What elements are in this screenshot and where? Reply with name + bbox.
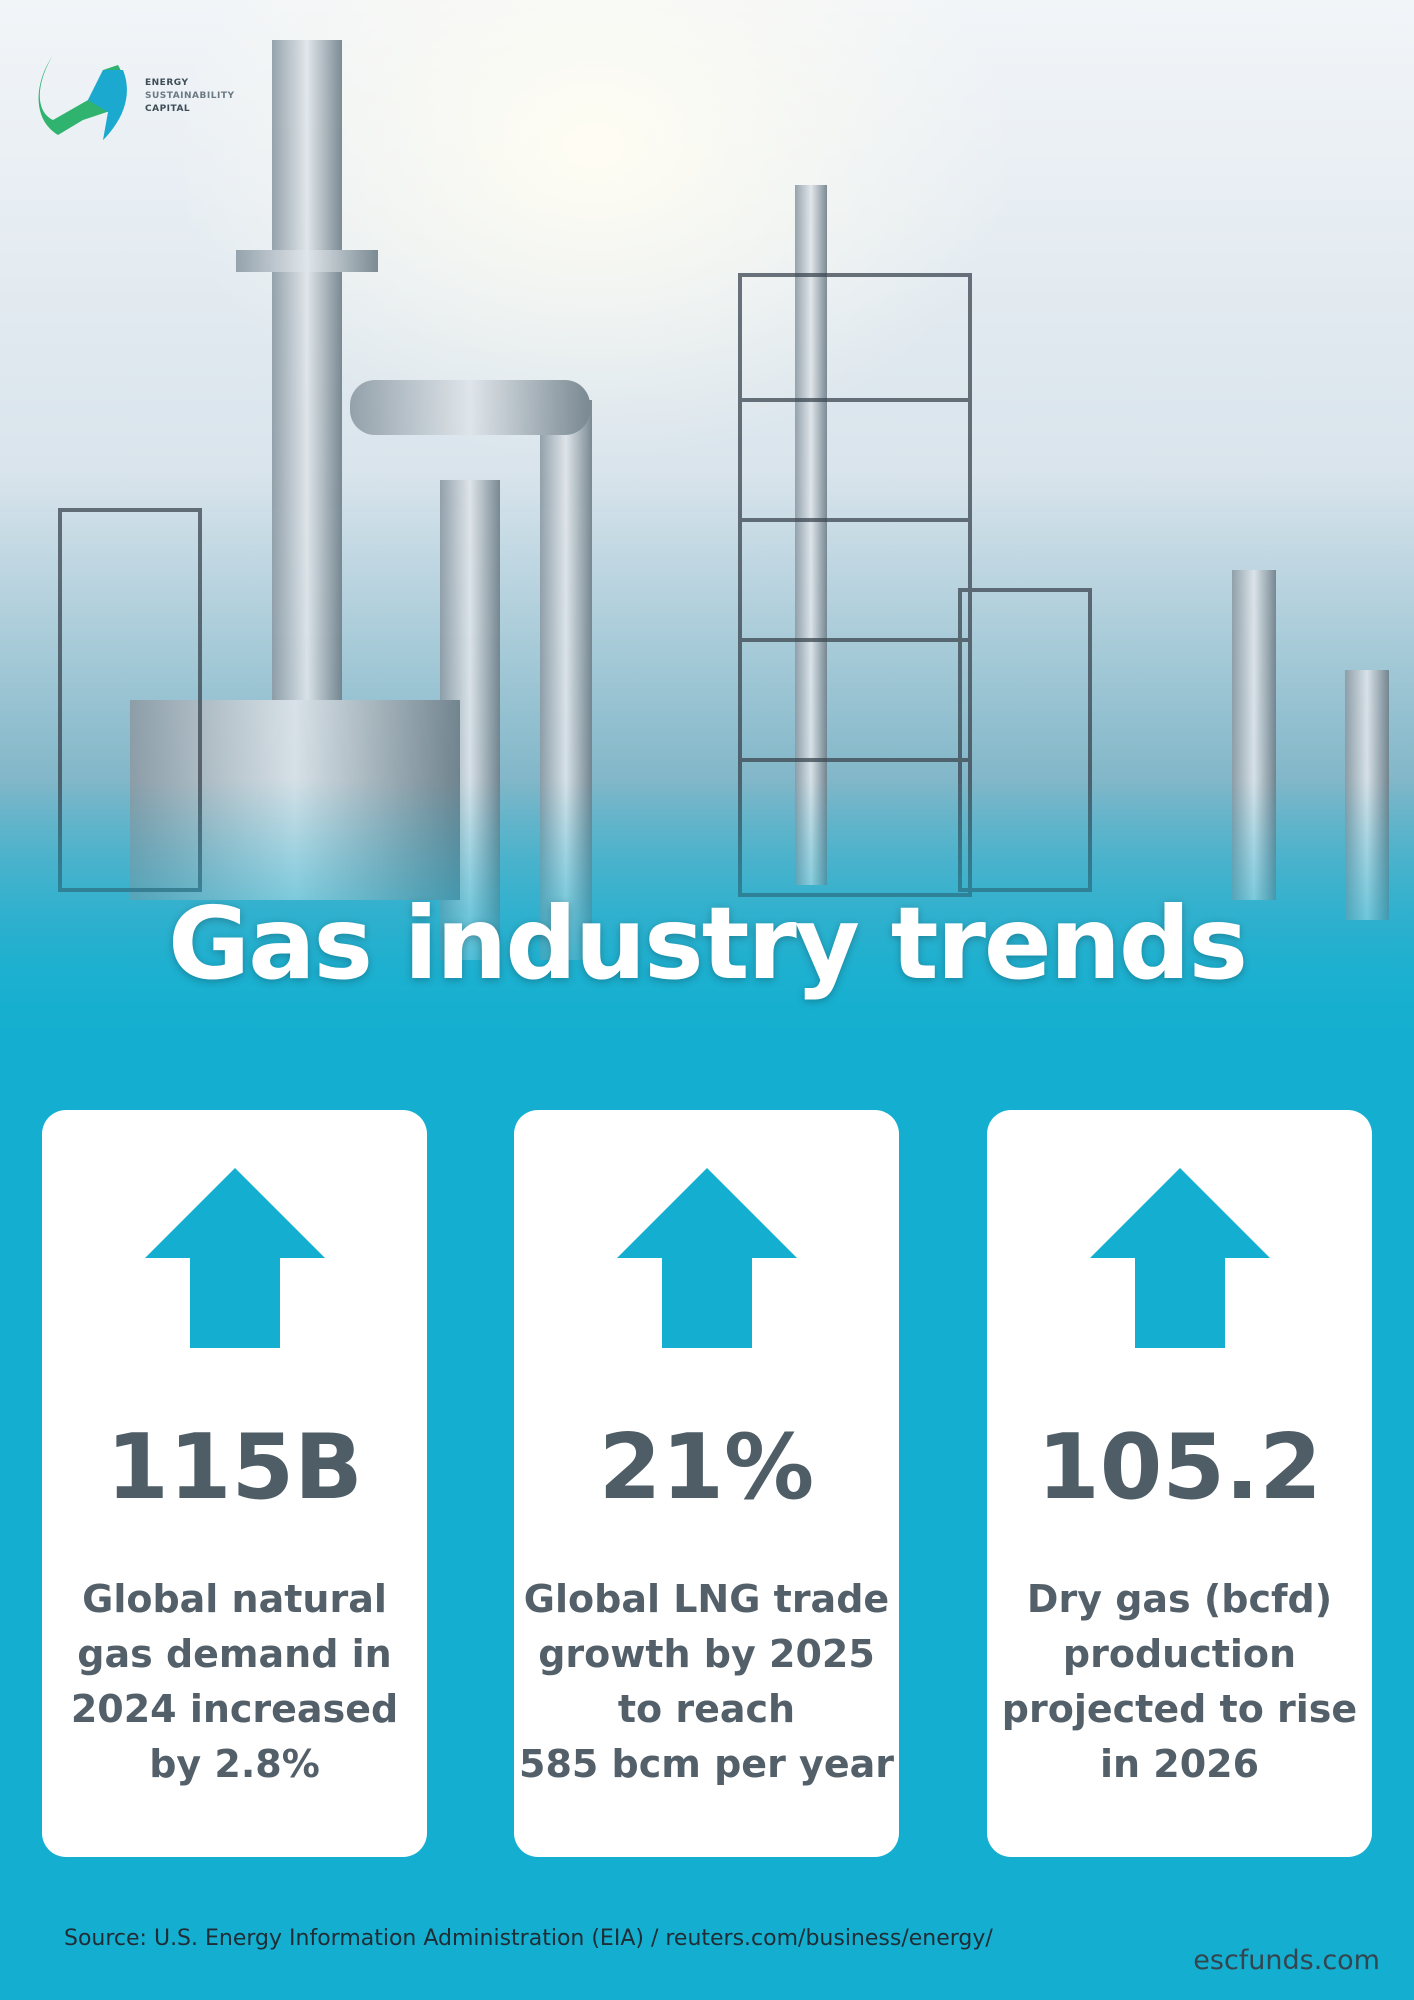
logo-text: CAPITAL bbox=[145, 104, 191, 114]
logo-text: ENERGY bbox=[145, 78, 189, 88]
up-arrow-icon bbox=[617, 1168, 797, 1348]
logo-text: SUSTAINABILITY bbox=[145, 91, 235, 101]
description-line: Dry gas (bcfd) bbox=[1026, 1577, 1333, 1621]
card bbox=[987, 1110, 1372, 1857]
description-line: to reach bbox=[617, 1687, 796, 1731]
card-description: Global LNG trade growth by 2025 to reach 58… bbox=[514, 1572, 899, 1792]
description-line: Global natural bbox=[82, 1577, 387, 1621]
title: Gas industry trends bbox=[167, 885, 1248, 1002]
description-line: Global LNG trade bbox=[523, 1577, 890, 1621]
card-description: Dry gas (bcfd) production projected to ris… bbox=[987, 1572, 1372, 1792]
card bbox=[42, 1110, 427, 1857]
description-line: by 2.8% bbox=[149, 1742, 320, 1786]
description-line: production bbox=[1062, 1632, 1297, 1676]
logo-mark bbox=[38, 55, 127, 140]
up-arrow-icon bbox=[145, 1168, 325, 1348]
description-line: projected to rise bbox=[1001, 1687, 1358, 1731]
up-arrow-icon bbox=[1090, 1168, 1270, 1348]
description-line: 2024 increased bbox=[70, 1687, 399, 1731]
card-value: 105.2 bbox=[1037, 1415, 1322, 1520]
description-line: growth by 2025 bbox=[538, 1632, 875, 1676]
card-value: 21% bbox=[598, 1415, 815, 1520]
description-line: in 2026 bbox=[1099, 1742, 1260, 1786]
card-value: 115B bbox=[106, 1415, 363, 1520]
website: escfunds.com bbox=[1193, 1945, 1380, 1976]
hero-image bbox=[0, 0, 1414, 1050]
description-line: gas demand in bbox=[77, 1632, 392, 1676]
source: Source: U.S. Energy Information Administ… bbox=[64, 1926, 993, 1951]
description-line: 585 bcm per year bbox=[519, 1742, 894, 1786]
card bbox=[514, 1110, 899, 1857]
card-description: Global natural gas demand in 2024 increase… bbox=[42, 1572, 427, 1792]
